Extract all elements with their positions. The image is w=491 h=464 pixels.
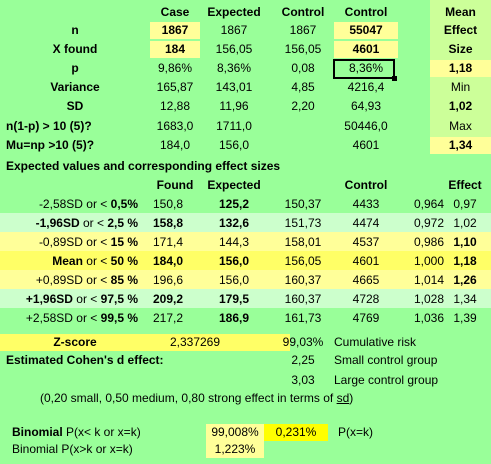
case-n-cell[interactable]: 1867 xyxy=(150,22,200,39)
col-size: Size xyxy=(448,42,473,56)
col-effect: Effect xyxy=(443,23,478,37)
band-row6 xyxy=(0,289,491,308)
binomial-area: Binomial P(x< k or x=k) 99,008% 0,231% P… xyxy=(0,408,491,464)
band-row5 xyxy=(0,270,491,289)
spreadsheet-area: Case Expected Control Control Mean n 186… xyxy=(0,0,491,408)
fill-handle[interactable] xyxy=(392,76,397,81)
col-mean: Mean xyxy=(445,5,476,19)
binomial-cum-cell[interactable]: 99,008% xyxy=(206,424,264,441)
band-row3 xyxy=(0,232,491,251)
zscore-band xyxy=(0,334,290,351)
band-row4 xyxy=(0,251,491,270)
col-control2: Control xyxy=(344,5,388,19)
control-x-cell[interactable]: 4601 xyxy=(334,41,398,58)
col-control: Control xyxy=(281,5,325,19)
control-n-cell[interactable]: 55047 xyxy=(334,22,398,39)
band-row2 xyxy=(0,213,491,232)
col-expected: Expected xyxy=(207,5,261,19)
case-x-cell[interactable]: 184 xyxy=(150,41,200,58)
section-title: Expected values and corresponding effect… xyxy=(6,159,281,173)
selected-cell[interactable]: 8,36% xyxy=(348,61,384,75)
max-cell-bg xyxy=(430,137,491,154)
binomial-upper-cell[interactable]: 1,223% xyxy=(206,441,264,458)
binomial-eq-cell[interactable]: 0,231% xyxy=(264,424,328,441)
effect-cell-bg xyxy=(430,60,491,77)
col-case: Case xyxy=(160,5,190,19)
effect-size-column xyxy=(430,0,491,154)
cell-selection-border xyxy=(333,59,395,79)
